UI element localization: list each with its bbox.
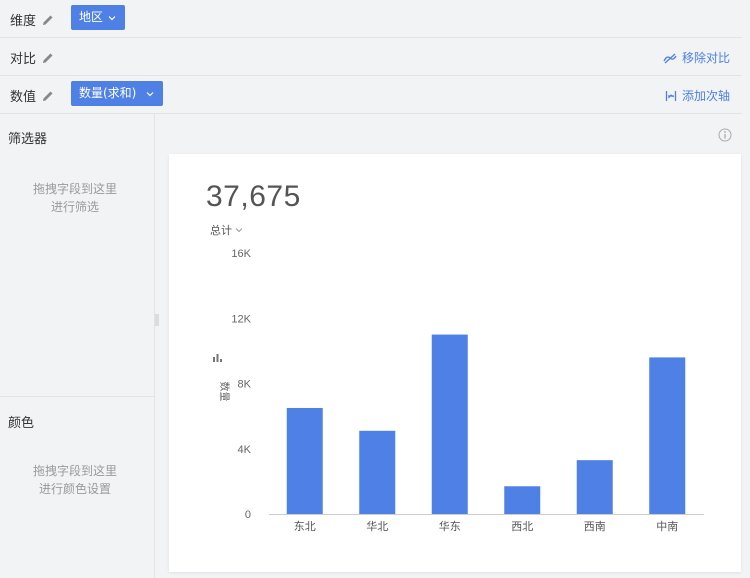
- aggregation-dropdown[interactable]: 总计: [210, 222, 243, 238]
- panel-divider: [0, 396, 155, 397]
- color-hint-line1: 拖拽字段到这里: [32, 464, 117, 478]
- value-label: 数值: [10, 86, 54, 105]
- chart-card: 37,675 总计 0 4K 8K 12K 16K 数量东北 华北 华东 西北 西南 中南: [169, 154, 741, 572]
- chevron-down-icon: [146, 91, 154, 96]
- compare-shelf: 对比 移除对比: [0, 38, 742, 76]
- dimension-label: 维度: [10, 10, 54, 29]
- dimension-pill[interactable]: 地区: [71, 5, 126, 30]
- left-panel: 筛选器 拖拽字段到这里 进行筛选 颜色 拖拽字段到这里 进行颜色设置: [0, 114, 155, 578]
- filter-drop-zone[interactable]: 拖拽字段到这里 进行筛选: [0, 180, 150, 216]
- chevron-down-icon: [235, 228, 243, 233]
- add-secondary-axis-button[interactable]: 添加次轴: [665, 87, 730, 104]
- pencil-icon[interactable]: [42, 14, 54, 26]
- y-tick-label: 4K: [238, 444, 252, 456]
- dimension-pill-label: 地区: [79, 10, 104, 24]
- pencil-icon[interactable]: [42, 90, 54, 102]
- remove-compare-button[interactable]: 移除对比: [663, 49, 730, 66]
- filter-hint-line2: 进行筛选: [50, 200, 99, 214]
- filter-hint-line1: 拖拽字段到这里: [32, 182, 117, 196]
- y-axis-label: 数量: [218, 382, 231, 402]
- resize-handle[interactable]: [155, 314, 159, 326]
- bar[interactable]: [576, 460, 613, 514]
- x-tick-label: 东北: [294, 520, 316, 533]
- sort-icon[interactable]: [213, 354, 222, 362]
- x-tick-label: 华东: [439, 519, 461, 533]
- y-tick-label: 0: [245, 509, 251, 521]
- x-tick-label: 西北: [511, 520, 533, 533]
- aggregation-label: 总计: [210, 224, 232, 237]
- dimension-shelf: 维度 地区: [0, 0, 742, 38]
- bar[interactable]: [504, 486, 541, 514]
- y-tick-label: 8K: [238, 379, 252, 391]
- value-pill[interactable]: 数量(求和): [71, 81, 163, 106]
- y-tick-label: 12K: [231, 313, 251, 325]
- x-tick-label: 华北: [366, 519, 388, 533]
- summary-value: 37,675: [206, 180, 301, 213]
- x-tick-label: 中南: [656, 520, 678, 533]
- dimension-label-text: 维度: [10, 14, 37, 29]
- value-label-text: 数值: [10, 90, 37, 105]
- remove-compare-label: 移除对比: [681, 51, 730, 65]
- y-tick-label: 16K: [231, 248, 251, 260]
- bar[interactable]: [431, 334, 468, 514]
- value-shelf: 数值 数量(求和) 添加次轴: [0, 76, 742, 114]
- x-tick-label: 西南: [584, 520, 606, 533]
- add-secondary-axis-label: 添加次轴: [681, 89, 730, 103]
- filter-panel-title: 筛选器: [8, 132, 48, 147]
- color-panel-title: 颜色: [8, 416, 35, 431]
- bar[interactable]: [359, 430, 396, 514]
- value-pill-label: 数量(求和): [79, 86, 137, 100]
- pencil-icon[interactable]: [42, 52, 54, 64]
- compare-label-text: 对比: [10, 52, 37, 67]
- chevron-down-icon: [108, 15, 116, 20]
- remove-compare-icon: [663, 53, 677, 63]
- bar[interactable]: [649, 357, 686, 514]
- secondary-axis-icon: [665, 90, 677, 101]
- info-icon[interactable]: [718, 128, 732, 142]
- compare-label: 对比: [10, 48, 54, 67]
- color-drop-zone[interactable]: 拖拽字段到这里 进行颜色设置: [0, 462, 150, 498]
- color-hint-line2: 进行颜色设置: [38, 482, 111, 496]
- bar[interactable]: [286, 407, 323, 514]
